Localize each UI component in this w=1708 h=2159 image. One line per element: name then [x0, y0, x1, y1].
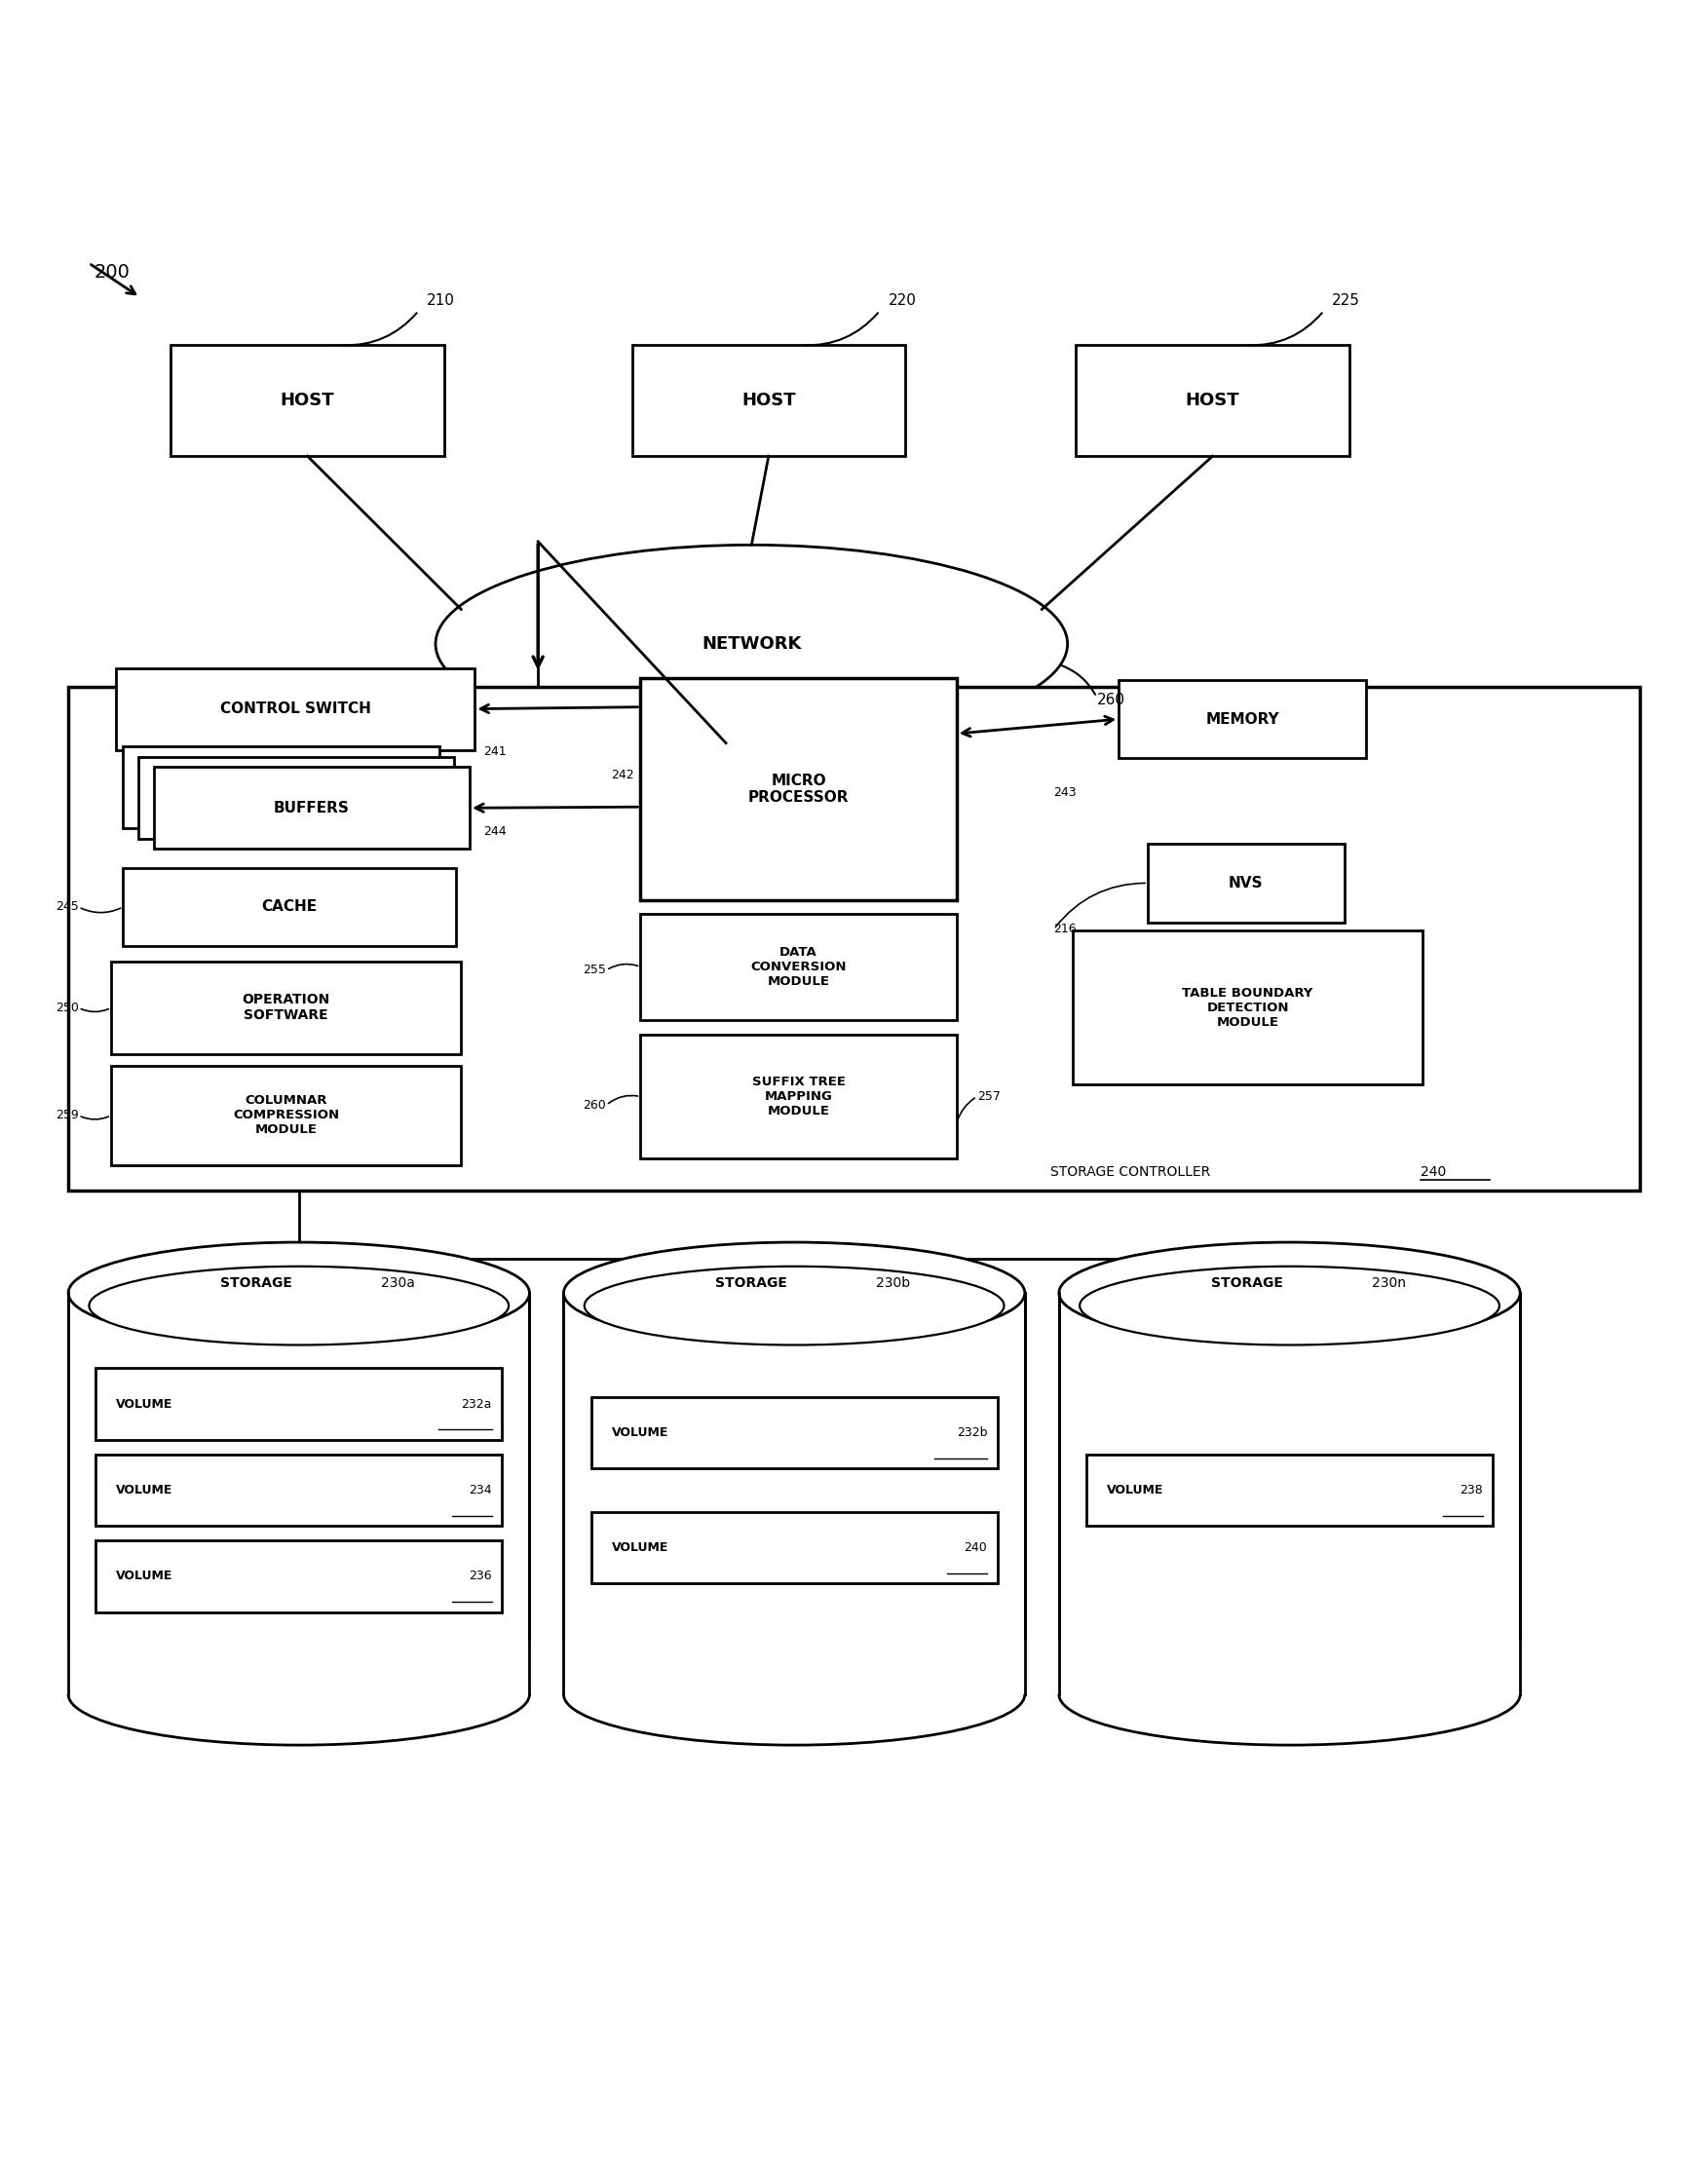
Text: 257: 257: [977, 1090, 1001, 1103]
FancyBboxPatch shape: [96, 1455, 502, 1526]
Text: 259: 259: [55, 1110, 79, 1123]
FancyBboxPatch shape: [591, 1511, 997, 1583]
Text: VOLUME: VOLUME: [611, 1542, 668, 1554]
FancyBboxPatch shape: [640, 678, 956, 900]
Text: HOST: HOST: [741, 391, 796, 410]
FancyBboxPatch shape: [116, 667, 475, 749]
Ellipse shape: [1079, 1267, 1500, 1345]
FancyBboxPatch shape: [96, 1539, 502, 1613]
FancyBboxPatch shape: [96, 1369, 502, 1440]
FancyBboxPatch shape: [1086, 1455, 1493, 1526]
Text: 255: 255: [582, 963, 606, 976]
Text: BUFFERS: BUFFERS: [273, 801, 350, 816]
Text: 200: 200: [94, 263, 130, 281]
Text: CACHE: CACHE: [261, 900, 318, 913]
Text: 230a: 230a: [381, 1276, 415, 1289]
FancyBboxPatch shape: [123, 747, 439, 829]
Text: 232b: 232b: [956, 1427, 987, 1440]
Text: STORAGE CONTROLLER: STORAGE CONTROLLER: [1050, 1166, 1211, 1179]
Text: 238: 238: [1459, 1483, 1483, 1496]
Text: 232a: 232a: [461, 1397, 492, 1410]
Text: 260: 260: [1097, 693, 1126, 708]
Text: 240: 240: [1421, 1166, 1447, 1179]
Text: 242: 242: [611, 769, 634, 782]
Text: 216: 216: [1054, 922, 1076, 935]
FancyBboxPatch shape: [111, 1067, 461, 1166]
Ellipse shape: [436, 544, 1068, 743]
FancyBboxPatch shape: [632, 345, 905, 456]
Text: 234: 234: [470, 1483, 492, 1496]
Text: CONTROL SWITCH: CONTROL SWITCH: [220, 702, 371, 717]
FancyBboxPatch shape: [171, 345, 444, 456]
Text: VOLUME: VOLUME: [1107, 1483, 1163, 1496]
Text: OPERATION
SOFTWARE: OPERATION SOFTWARE: [243, 993, 330, 1023]
FancyBboxPatch shape: [1059, 1293, 1520, 1695]
Text: VOLUME: VOLUME: [116, 1483, 173, 1496]
FancyBboxPatch shape: [68, 687, 1640, 1190]
Text: 250: 250: [55, 1002, 79, 1015]
FancyBboxPatch shape: [111, 961, 461, 1054]
FancyBboxPatch shape: [564, 1293, 1025, 1695]
Ellipse shape: [1059, 1643, 1520, 1744]
Text: 236: 236: [470, 1570, 492, 1583]
Text: DATA
CONVERSION
MODULE: DATA CONVERSION MODULE: [750, 946, 847, 987]
Text: HOST: HOST: [1185, 391, 1240, 410]
Text: NVS: NVS: [1228, 877, 1264, 890]
Ellipse shape: [89, 1267, 509, 1345]
FancyBboxPatch shape: [1119, 680, 1366, 758]
Text: VOLUME: VOLUME: [116, 1570, 173, 1583]
FancyBboxPatch shape: [68, 1293, 529, 1695]
FancyBboxPatch shape: [591, 1397, 997, 1468]
FancyBboxPatch shape: [640, 913, 956, 1019]
Text: HOST: HOST: [280, 391, 335, 410]
FancyBboxPatch shape: [63, 1641, 535, 1695]
Ellipse shape: [68, 1643, 529, 1744]
Text: 240: 240: [963, 1542, 987, 1554]
Text: 260: 260: [582, 1099, 606, 1112]
Ellipse shape: [564, 1643, 1025, 1744]
Text: NETWORK: NETWORK: [702, 635, 801, 652]
Text: COLUMNAR
COMPRESSION
MODULE: COLUMNAR COMPRESSION MODULE: [232, 1095, 340, 1136]
FancyBboxPatch shape: [138, 756, 454, 838]
Text: STORAGE: STORAGE: [716, 1276, 787, 1289]
FancyBboxPatch shape: [559, 1641, 1030, 1695]
Text: 243: 243: [1054, 786, 1076, 799]
Text: 210: 210: [427, 294, 454, 307]
Text: SUFFIX TREE
MAPPING
MODULE: SUFFIX TREE MAPPING MODULE: [752, 1075, 845, 1118]
FancyBboxPatch shape: [123, 868, 456, 946]
FancyBboxPatch shape: [1054, 1641, 1525, 1695]
Ellipse shape: [584, 1267, 1004, 1345]
Text: 245: 245: [55, 900, 79, 913]
Text: MEMORY: MEMORY: [1206, 712, 1279, 725]
FancyBboxPatch shape: [1076, 345, 1349, 456]
Ellipse shape: [564, 1241, 1025, 1343]
Ellipse shape: [68, 1241, 529, 1343]
FancyBboxPatch shape: [1073, 931, 1423, 1084]
FancyBboxPatch shape: [1148, 844, 1344, 922]
Text: 244: 244: [483, 825, 506, 838]
FancyBboxPatch shape: [640, 1034, 956, 1157]
Text: VOLUME: VOLUME: [611, 1427, 668, 1440]
Ellipse shape: [1059, 1241, 1520, 1343]
Text: 230n: 230n: [1372, 1276, 1406, 1289]
Text: STORAGE: STORAGE: [1211, 1276, 1283, 1289]
Text: 220: 220: [888, 294, 915, 307]
Text: 225: 225: [1332, 294, 1360, 307]
Text: TABLE BOUNDARY
DETECTION
MODULE: TABLE BOUNDARY DETECTION MODULE: [1182, 987, 1313, 1028]
Text: 241: 241: [483, 745, 506, 758]
Text: VOLUME: VOLUME: [116, 1397, 173, 1410]
Text: MICRO
PROCESSOR: MICRO PROCESSOR: [748, 773, 849, 805]
Text: STORAGE: STORAGE: [220, 1276, 292, 1289]
FancyBboxPatch shape: [154, 766, 470, 848]
Text: 230b: 230b: [876, 1276, 910, 1289]
